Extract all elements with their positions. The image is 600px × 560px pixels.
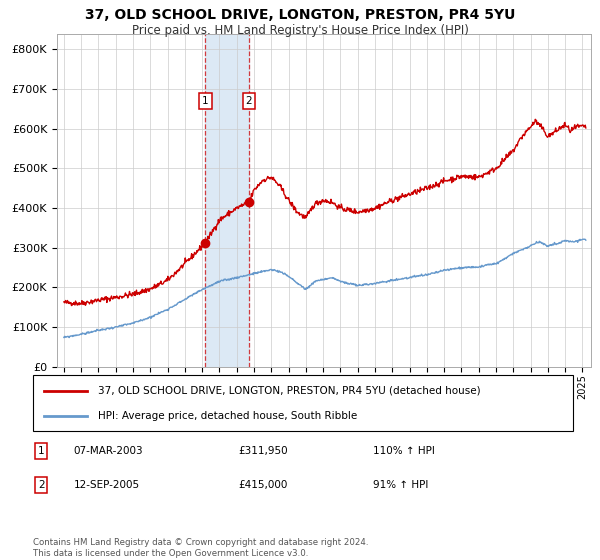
Text: 110% ↑ HPI: 110% ↑ HPI [373, 446, 435, 456]
Text: £415,000: £415,000 [238, 480, 287, 491]
Text: 1: 1 [38, 446, 44, 456]
Bar [205, 34, 249, 367]
Text: Contains HM Land Registry data © Crown copyright and database right 2024.
This d: Contains HM Land Registry data © Crown c… [33, 538, 368, 558]
Text: 12-SEP-2005: 12-SEP-2005 [74, 480, 140, 491]
Text: 91% ↑ HPI: 91% ↑ HPI [373, 480, 428, 491]
Text: 2: 2 [245, 96, 253, 106]
Text: 37, OLD SCHOOL DRIVE, LONGTON, PRESTON, PR4 5YU (detached house): 37, OLD SCHOOL DRIVE, LONGTON, PRESTON, … [98, 386, 481, 396]
FancyBboxPatch shape [33, 375, 573, 431]
Text: Price paid vs. HM Land Registry's House Price Index (HPI): Price paid vs. HM Land Registry's House … [131, 24, 469, 36]
Text: £311,950: £311,950 [238, 446, 288, 456]
Text: 2: 2 [38, 480, 44, 491]
Text: 07-MAR-2003: 07-MAR-2003 [74, 446, 143, 456]
Text: HPI: Average price, detached house, South Ribble: HPI: Average price, detached house, Sout… [98, 410, 357, 421]
Text: 37, OLD SCHOOL DRIVE, LONGTON, PRESTON, PR4 5YU: 37, OLD SCHOOL DRIVE, LONGTON, PRESTON, … [85, 8, 515, 22]
Text: 1: 1 [202, 96, 209, 106]
